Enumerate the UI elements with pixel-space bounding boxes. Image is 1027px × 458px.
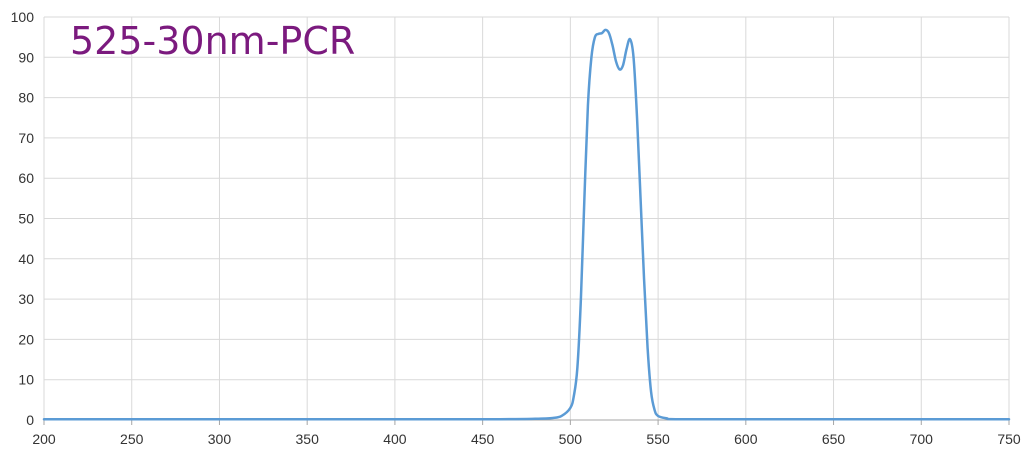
x-tick-label-200: 200 bbox=[32, 431, 56, 447]
x-tick-label-350: 350 bbox=[296, 431, 320, 447]
x-tick-label-550: 550 bbox=[646, 431, 670, 447]
y-tick-label-30: 30 bbox=[18, 291, 34, 307]
y-tick-label-60: 60 bbox=[18, 170, 34, 186]
tick-labels: 200 250 300 350 400 450 500 550 600 650 700 750 0 10 2… bbox=[11, 9, 1021, 447]
series-line-0 bbox=[42, 28, 1011, 421]
x-tick-label-400: 400 bbox=[383, 431, 407, 447]
y-tick-label-80: 80 bbox=[18, 90, 34, 106]
y-tick-label-10: 10 bbox=[18, 372, 34, 388]
x-tick-label-600: 600 bbox=[734, 431, 758, 447]
x-tick-label-700: 700 bbox=[910, 431, 934, 447]
y-tick-label-90: 90 bbox=[18, 49, 34, 65]
x-tick-label-750: 750 bbox=[997, 431, 1021, 447]
series-group bbox=[42, 28, 1011, 421]
y-tick-label-70: 70 bbox=[18, 130, 34, 146]
y-tick-label-0: 0 bbox=[26, 412, 34, 428]
x-tick-label-650: 650 bbox=[822, 431, 846, 447]
y-tick-label-40: 40 bbox=[18, 251, 34, 267]
chart-title: 525-30nm-PCR bbox=[70, 19, 355, 63]
x-tick-label-450: 450 bbox=[471, 431, 495, 447]
x-tick-label-500: 500 bbox=[559, 431, 583, 447]
x-tick-label-250: 250 bbox=[120, 431, 144, 447]
y-tick-label-50: 50 bbox=[18, 211, 34, 227]
y-tick-label-100: 100 bbox=[11, 9, 35, 25]
gridlines bbox=[44, 16, 1010, 420]
y-tick-label-20: 20 bbox=[18, 331, 34, 347]
x-tick-label-300: 300 bbox=[208, 431, 232, 447]
